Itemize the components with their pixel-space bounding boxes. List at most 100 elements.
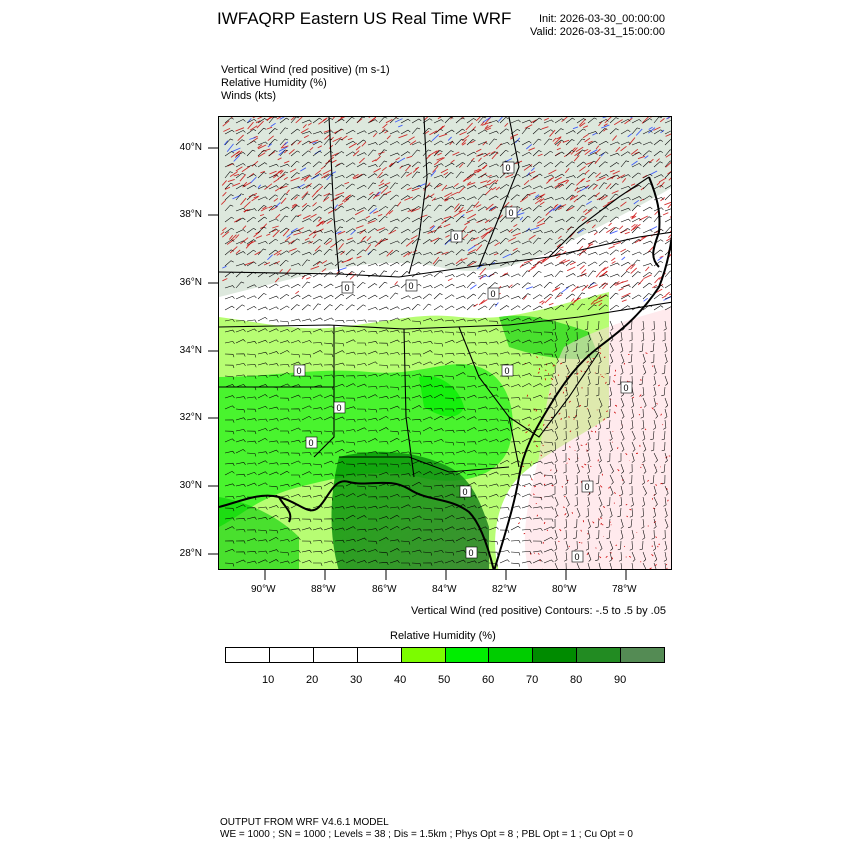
wind-barb xyxy=(587,219,598,223)
wind-barb xyxy=(290,408,301,412)
vertical-wind-contour xyxy=(592,184,599,190)
wind-barb xyxy=(598,227,608,234)
wind-barb xyxy=(356,549,367,553)
wind-barb xyxy=(661,386,666,397)
wind-barb xyxy=(411,492,422,498)
wind-barb xyxy=(268,494,279,498)
wind-barb xyxy=(433,428,444,432)
wind-barb xyxy=(606,419,611,430)
wind-barb xyxy=(488,282,498,289)
vertical-wind-contour xyxy=(666,237,671,242)
wind-barb xyxy=(521,438,532,443)
wind-barb xyxy=(488,195,499,201)
wind-barb xyxy=(433,384,444,388)
wind-barb xyxy=(345,463,356,468)
wind-barb xyxy=(598,194,608,201)
wind-barb xyxy=(422,461,433,465)
wind-barb xyxy=(563,529,567,540)
wind-barb xyxy=(345,450,356,454)
wind-barb xyxy=(653,518,657,529)
vertical-wind-contour xyxy=(430,170,437,177)
wind-barb xyxy=(639,375,644,385)
wind-barb xyxy=(389,560,400,564)
vertical-wind-contour xyxy=(594,156,601,165)
wind-barb xyxy=(598,485,602,496)
vertical-wind-contour xyxy=(564,513,567,516)
wind-barb xyxy=(224,305,235,311)
vertical-wind-contour xyxy=(568,545,570,548)
wind-barb xyxy=(433,361,444,366)
wind-barb xyxy=(510,384,521,388)
wind-barb xyxy=(553,386,557,397)
wind-barb xyxy=(345,228,356,234)
wind-barb xyxy=(301,240,312,245)
wind-barb xyxy=(444,461,455,465)
wind-barb xyxy=(543,129,554,135)
wind-barb xyxy=(246,216,257,223)
wind-barb xyxy=(455,331,466,336)
wind-barb xyxy=(587,251,598,256)
wind-barb xyxy=(224,249,234,256)
wind-barb xyxy=(664,306,671,311)
vertical-wind-contour xyxy=(424,130,430,135)
wind-barb xyxy=(246,261,257,267)
wind-barb xyxy=(620,271,630,278)
wind-barb xyxy=(565,175,576,179)
vertical-wind-contour xyxy=(603,123,608,127)
wind-barb xyxy=(235,339,246,344)
wind-barb xyxy=(642,118,653,124)
wind-barb xyxy=(576,285,587,289)
wind-barb xyxy=(642,206,653,212)
wind-barb xyxy=(521,293,531,300)
wind-barb xyxy=(631,251,642,256)
vertical-wind-contour xyxy=(569,446,571,448)
wind-barb xyxy=(235,229,246,234)
wind-barb xyxy=(433,140,444,146)
wind-barb xyxy=(257,226,267,234)
wind-barb xyxy=(609,249,619,256)
wind-barb xyxy=(268,272,279,278)
wind-barb xyxy=(378,372,389,377)
vertical-wind-contour xyxy=(444,199,449,202)
vertical-wind-contour xyxy=(595,172,602,178)
wind-barb xyxy=(378,385,389,389)
wind-barb xyxy=(422,118,433,124)
wind-barb xyxy=(532,496,543,501)
wind-barb xyxy=(609,117,619,124)
wind-barb xyxy=(235,429,246,433)
wind-barb xyxy=(565,194,575,201)
wind-barb xyxy=(521,463,532,467)
wind-barb xyxy=(499,339,510,344)
vertical-wind-contour xyxy=(259,214,265,217)
wind-barb xyxy=(543,407,554,411)
wind-barb xyxy=(400,429,411,433)
wind-barb xyxy=(246,560,257,564)
wind-barb xyxy=(664,185,671,190)
vertical-wind-contour xyxy=(615,544,618,546)
colorbar-label-10: 10 xyxy=(262,674,275,686)
vertical-wind-contour xyxy=(524,124,533,129)
wind-barb xyxy=(400,416,411,421)
vertical-wind-contour xyxy=(651,554,654,557)
wind-barb xyxy=(334,128,344,135)
wind-barb xyxy=(422,507,433,512)
wind-barb xyxy=(246,295,257,300)
vertical-wind-contour xyxy=(523,295,527,300)
vertical-wind-contour xyxy=(278,150,285,156)
wind-barb xyxy=(279,364,290,368)
vertical-wind-contour xyxy=(595,271,601,278)
vertical-wind-contour xyxy=(365,215,371,219)
wind-barb xyxy=(378,452,389,457)
wind-barb xyxy=(235,439,246,443)
wind-barb xyxy=(257,162,268,168)
wind-barb xyxy=(587,419,592,430)
wind-barb xyxy=(422,375,433,380)
wind-barb xyxy=(312,463,323,468)
wind-barb xyxy=(422,485,433,490)
wind-barb xyxy=(279,340,290,344)
wind-barb xyxy=(235,151,246,157)
wind-barb xyxy=(433,353,444,358)
wind-barb xyxy=(477,329,488,333)
wind-barb xyxy=(629,463,633,474)
wind-barb xyxy=(235,518,246,522)
